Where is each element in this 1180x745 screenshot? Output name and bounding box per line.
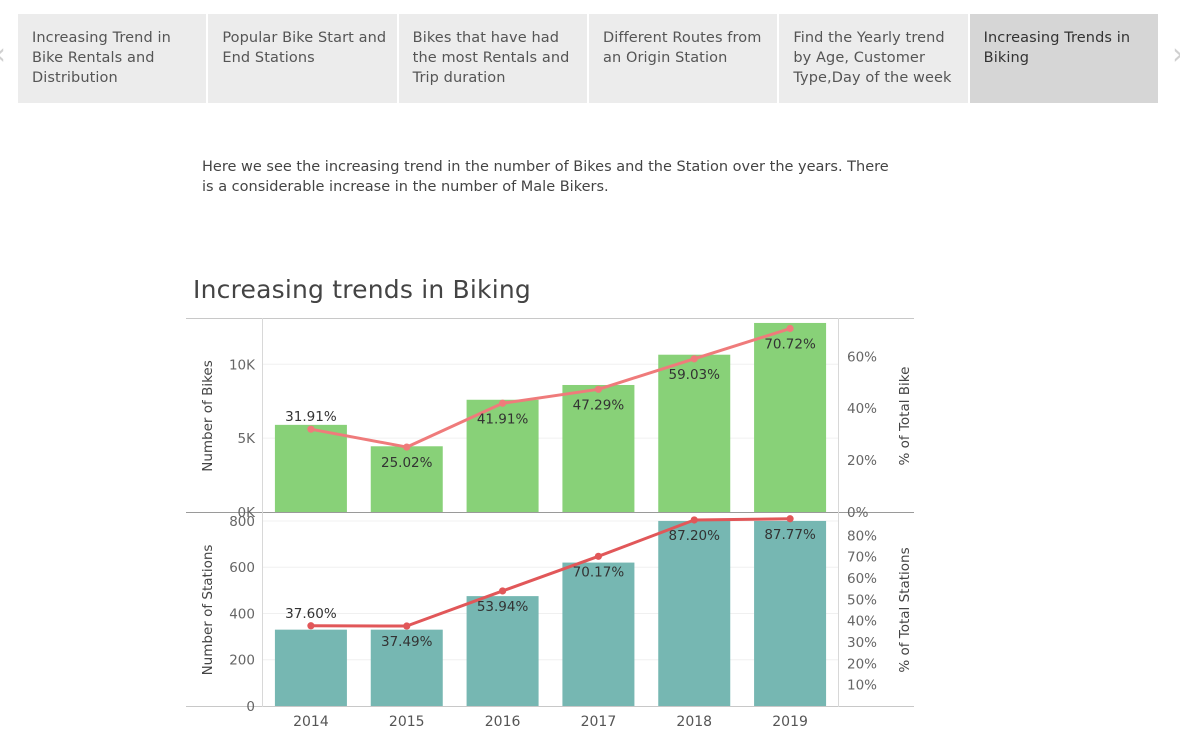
bar	[466, 399, 539, 512]
data-label: 59.03%	[669, 367, 721, 383]
y2-tick-label: 20%	[847, 656, 877, 672]
data-label: 37.49%	[381, 634, 433, 650]
line-point	[498, 587, 507, 595]
tab-bike-rentals[interactable]: Increasing Trend in Bike Rentals and Dis…	[18, 14, 207, 103]
y2-tick-label: 60%	[847, 349, 877, 365]
y2-tick-label: 80%	[847, 528, 877, 544]
x-tick-label: 2017	[581, 714, 617, 730]
data-label: 41.91%	[477, 411, 529, 427]
bar	[754, 520, 827, 706]
tab-most-rented-bikes[interactable]: Bikes that have had the most Rentals and…	[398, 14, 587, 103]
bar	[370, 629, 443, 706]
y-tick-label: 200	[229, 653, 255, 669]
bar	[466, 596, 539, 706]
bar	[562, 562, 635, 706]
tab-popular-stations[interactable]: Popular Bike Start and End Stations	[208, 14, 397, 103]
bar	[562, 384, 635, 512]
chart-title: Increasing trends in Biking	[193, 275, 531, 304]
y-axis-label: Number of Stations	[200, 545, 216, 676]
line-point	[786, 324, 794, 333]
y2-tick-label: 40%	[847, 401, 877, 417]
data-label: 87.77%	[764, 527, 816, 543]
y2-tick-label: 30%	[847, 635, 877, 651]
tab-yearly-trend[interactable]: Find the Yearly trend by Age, Customer T…	[779, 14, 968, 103]
data-label: 53.94%	[477, 599, 529, 615]
data-label: 47.29%	[573, 397, 625, 413]
line-point	[307, 622, 315, 630]
tab-routes[interactable]: Different Routes from an Origin Station	[588, 14, 778, 103]
y-tick-label: 800	[229, 514, 255, 530]
bar	[658, 520, 731, 706]
line-point	[690, 355, 698, 363]
data-label: 70.72%	[764, 337, 816, 353]
y2-tick-label: 10%	[847, 678, 877, 694]
line-point	[403, 443, 411, 451]
line-point	[307, 425, 315, 433]
x-tick-label: 2019	[772, 714, 808, 730]
y2-tick-label: 60%	[847, 571, 877, 587]
y2-tick-label: 70%	[847, 550, 877, 566]
next-story-arrow-icon[interactable]: ›	[1172, 40, 1180, 70]
y2-tick-label: 20%	[847, 453, 877, 469]
bar	[658, 354, 731, 512]
story-tabs: Increasing Trend in Bike Rentals and Dis…	[18, 14, 1158, 103]
line-point	[594, 385, 603, 393]
line-point	[690, 516, 698, 524]
bar	[274, 424, 347, 512]
x-tick-label: 2018	[676, 714, 712, 730]
y2-axis-label: % of Total Bike	[897, 367, 913, 466]
line-point	[498, 399, 507, 407]
y2-axis-label: % of Total Stations	[897, 547, 913, 672]
x-tick-label: 2016	[485, 714, 521, 730]
data-label: 70.17%	[573, 564, 625, 580]
y-tick-label: 0K	[238, 505, 257, 521]
bar	[274, 629, 347, 706]
data-label: 37.60%	[285, 606, 337, 622]
y2-tick-label: 40%	[847, 614, 877, 630]
y-axis-label: Number of Bikes	[200, 360, 216, 472]
bar	[370, 446, 443, 512]
data-label: 31.91%	[285, 409, 337, 425]
line-point	[403, 622, 411, 630]
x-tick-label: 2014	[293, 714, 329, 730]
previous-story-arrow-icon[interactable]: ‹	[0, 40, 6, 70]
y-tick-label: 0	[246, 699, 255, 715]
percent-line	[310, 327, 791, 449]
y-tick-label: 600	[229, 560, 255, 576]
tab-increasing-trends[interactable]: Increasing Trends in Biking	[969, 14, 1158, 103]
y-tick-label: 10K	[229, 357, 256, 373]
bar	[754, 322, 827, 512]
data-label: 25.02%	[381, 455, 433, 471]
percent-line	[310, 517, 791, 628]
line-point	[786, 515, 794, 523]
y-tick-label: 5K	[238, 431, 257, 447]
y2-tick-label: 50%	[847, 592, 877, 608]
x-tick-label: 2015	[389, 714, 425, 730]
story-description: Here we see the increasing trend in the …	[202, 159, 889, 195]
y-tick-label: 400	[229, 606, 255, 622]
data-label: 87.20%	[669, 528, 721, 544]
line-point	[594, 552, 603, 560]
y2-tick-label: 0%	[847, 505, 869, 521]
